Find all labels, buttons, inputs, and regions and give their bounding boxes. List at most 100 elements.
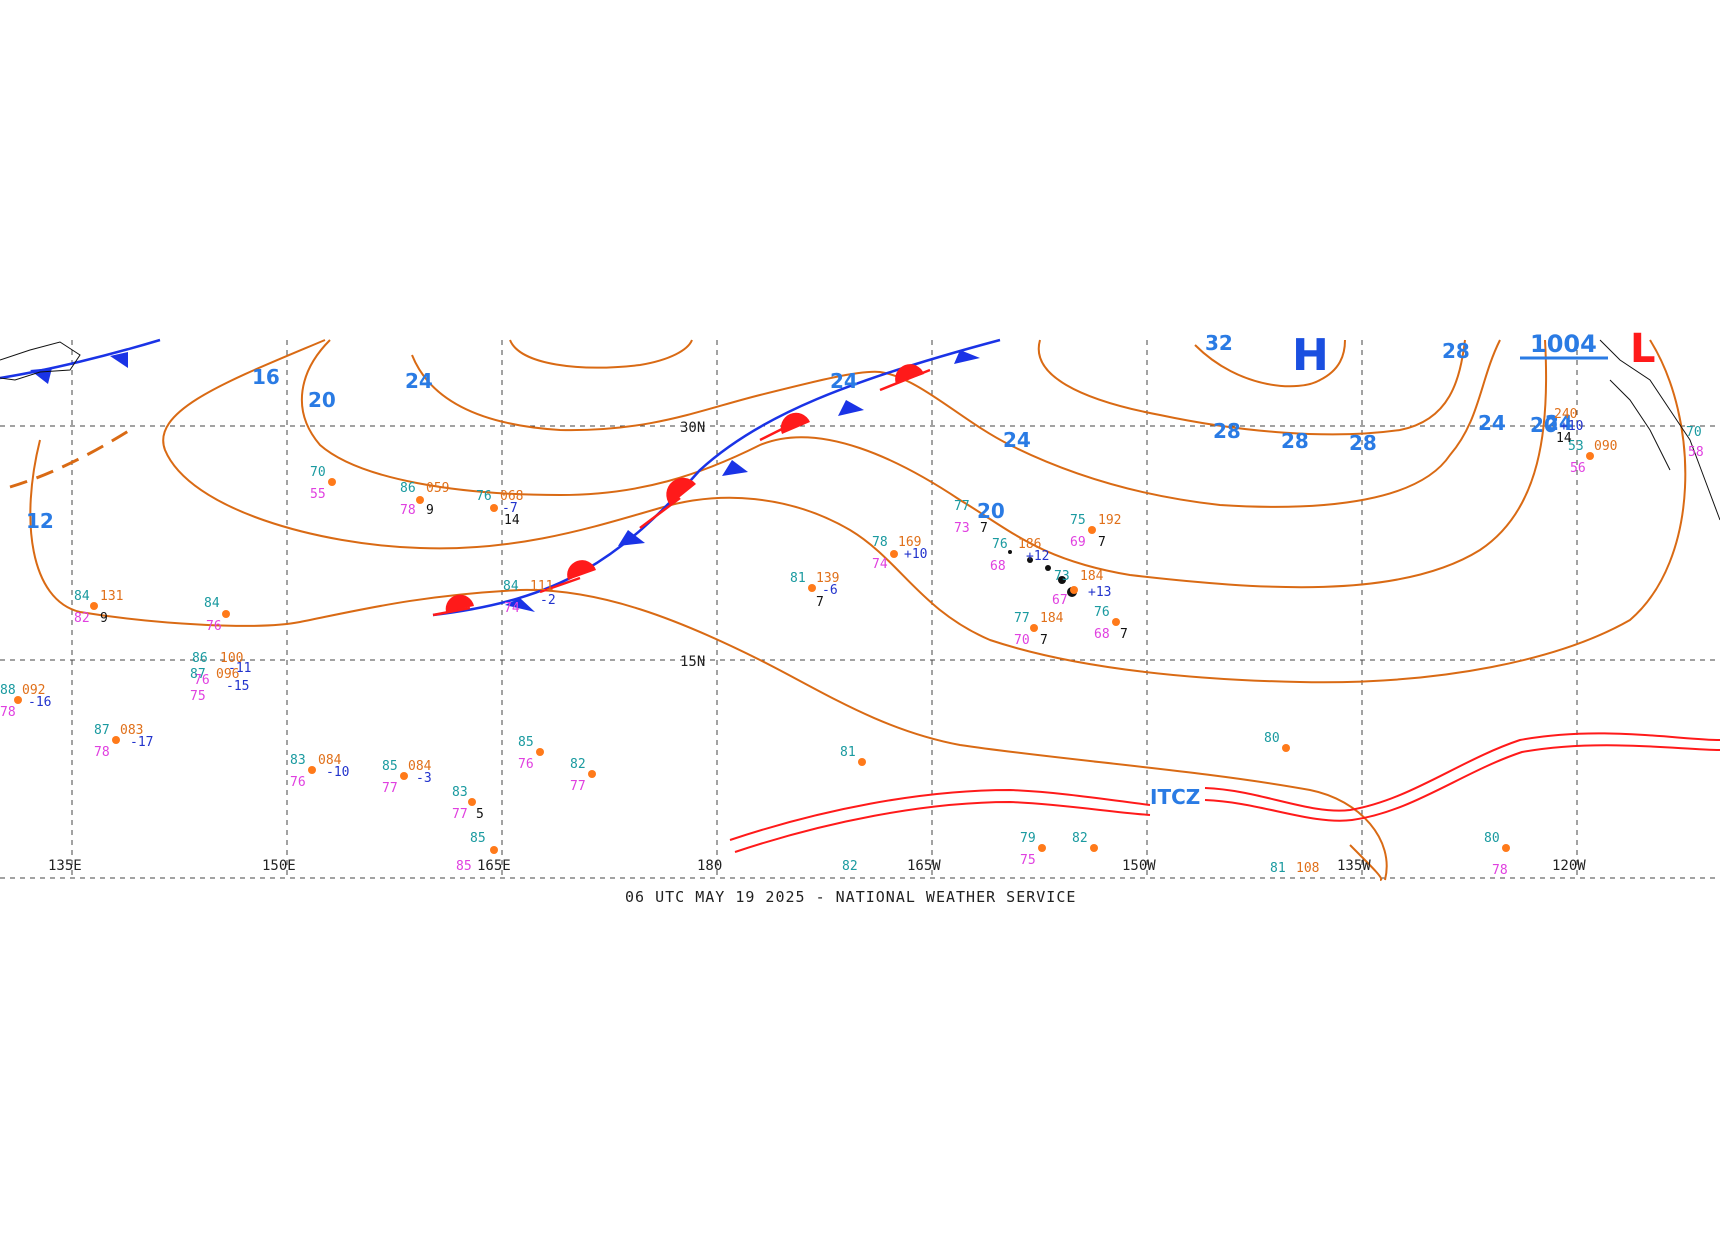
lon-label-165e: 165E: [477, 858, 511, 874]
svg-text:78: 78: [1492, 863, 1508, 878]
svg-text:70: 70: [1014, 633, 1030, 648]
svg-text:84: 84: [503, 579, 519, 594]
svg-text:73: 73: [954, 521, 970, 536]
station-plot: 87 096 75 -15: [190, 667, 249, 704]
svg-text:76: 76: [518, 757, 534, 772]
svg-text:84: 84: [204, 596, 220, 611]
stationary-front: [432, 338, 1001, 617]
lon-label-135e: 135E: [48, 858, 82, 874]
station-plot: 88 092 78 -16: [0, 683, 51, 720]
station-plot: 85 084 77 -3: [382, 759, 432, 796]
svg-text:77: 77: [382, 781, 398, 796]
svg-text:70: 70: [310, 465, 326, 480]
svg-text:240: 240: [1554, 407, 1577, 422]
itcz-label: ITCZ: [1150, 785, 1200, 809]
station-plot: 82 77: [570, 757, 596, 794]
station-plot: 79 75: [1020, 831, 1046, 868]
station-plot: 80 78: [1484, 831, 1510, 878]
svg-text:084: 084: [318, 753, 342, 768]
svg-text:80: 80: [1264, 731, 1280, 746]
svg-text:78: 78: [872, 535, 888, 550]
svg-text:+12: +12: [1026, 549, 1049, 564]
station-plot: 81: [840, 745, 866, 766]
svg-text:-6: -6: [822, 583, 838, 598]
svg-text:76: 76: [476, 489, 492, 504]
station-plot: 84 131 82 9: [74, 589, 123, 626]
svg-text:090: 090: [1594, 439, 1617, 454]
high-pressure-center: H: [1292, 330, 1329, 381]
coastline-northeast: [1599, 339, 1720, 521]
isobar-label: 24: [1478, 411, 1506, 435]
svg-text:9: 9: [426, 503, 434, 518]
lon-label-150e: 150E: [262, 858, 296, 874]
isobar-label: 20: [308, 388, 336, 412]
svg-text:78: 78: [0, 705, 16, 720]
station-plot: 76 186 68 +12: [990, 537, 1049, 574]
svg-text:100: 100: [220, 651, 243, 666]
station-plot: 82: [842, 859, 858, 874]
svg-text:77: 77: [452, 807, 468, 822]
cold-front-northwest: [0, 338, 161, 384]
svg-text:14: 14: [504, 513, 520, 528]
svg-text:74: 74: [872, 557, 888, 572]
station-plot: 82: [1072, 831, 1098, 852]
svg-text:87: 87: [94, 723, 110, 738]
isobar-labels: 12 16 20 24 24 24 20 24 28 28 28 28 24 2…: [26, 331, 1573, 533]
isobar-label: 28: [1349, 431, 1377, 455]
lon-label-135w: 135W: [1337, 858, 1371, 874]
longitude-labels: 135E 150E 165E 180 165W 150W 135W 120W: [48, 858, 1586, 874]
isobar-label: 20: [977, 499, 1005, 523]
svg-text:096: 096: [216, 667, 239, 682]
station-plot: 83 084 76 -10: [290, 753, 349, 790]
station-plot: 77 184 70 7: [1014, 611, 1064, 648]
svg-text:69: 69: [1070, 535, 1086, 550]
isobar-label: 28: [1281, 429, 1309, 453]
lon-label-165w: 165W: [907, 858, 941, 874]
itcz-band: [729, 732, 1720, 853]
svg-text:192: 192: [1098, 513, 1121, 528]
svg-text:81: 81: [1270, 861, 1286, 876]
svg-text:092: 092: [22, 683, 45, 698]
lon-label-150w: 150W: [1122, 858, 1156, 874]
svg-text:76: 76: [206, 619, 222, 634]
svg-text:86: 86: [192, 651, 208, 666]
svg-text:85: 85: [456, 859, 472, 874]
svg-text:059: 059: [426, 481, 449, 496]
station-plot: 75 192 69 7: [1070, 513, 1121, 550]
svg-text:77: 77: [570, 779, 586, 794]
isobar-label: 12: [26, 509, 54, 533]
svg-text:7: 7: [1120, 627, 1128, 642]
coastline-northwest: [0, 341, 81, 381]
station-plot: 53 090 56: [1568, 439, 1617, 476]
svg-text:7: 7: [816, 595, 824, 610]
svg-text:184: 184: [1040, 611, 1064, 626]
svg-text:-11: -11: [228, 661, 251, 676]
svg-text:75: 75: [1020, 853, 1036, 868]
svg-text:084: 084: [408, 759, 432, 774]
isobar-label: 28: [1442, 339, 1470, 363]
isobar-label: 16: [252, 365, 280, 389]
svg-text:58: 58: [1688, 445, 1704, 460]
svg-text:56: 56: [1570, 461, 1586, 476]
station-plot: 86 100 76 -11: [192, 651, 251, 688]
lat-label-30n: 30N: [680, 420, 705, 436]
lon-label-180: 180: [697, 858, 722, 874]
isobar-label: 24: [405, 369, 433, 393]
isobar-label: 20: [1530, 413, 1558, 437]
svg-text:85: 85: [470, 831, 486, 846]
svg-text:-10: -10: [326, 765, 349, 780]
map-frame: [0, 340, 1720, 879]
svg-text:139: 139: [816, 571, 839, 586]
isobar-label: 32: [1205, 331, 1233, 355]
station-plot: 78 169 74 +10: [872, 535, 927, 572]
svg-text:76: 76: [290, 775, 306, 790]
station-plot: 80: [1264, 731, 1290, 752]
svg-text:108: 108: [1296, 861, 1319, 876]
svg-text:9: 9: [100, 611, 108, 626]
station-plot: 84 76: [204, 596, 230, 634]
lat-label-15n: 15N: [680, 654, 705, 670]
svg-text:81: 81: [840, 745, 856, 760]
low-pressure-center: 1004 L: [1520, 326, 1656, 372]
svg-text:85: 85: [518, 735, 534, 750]
